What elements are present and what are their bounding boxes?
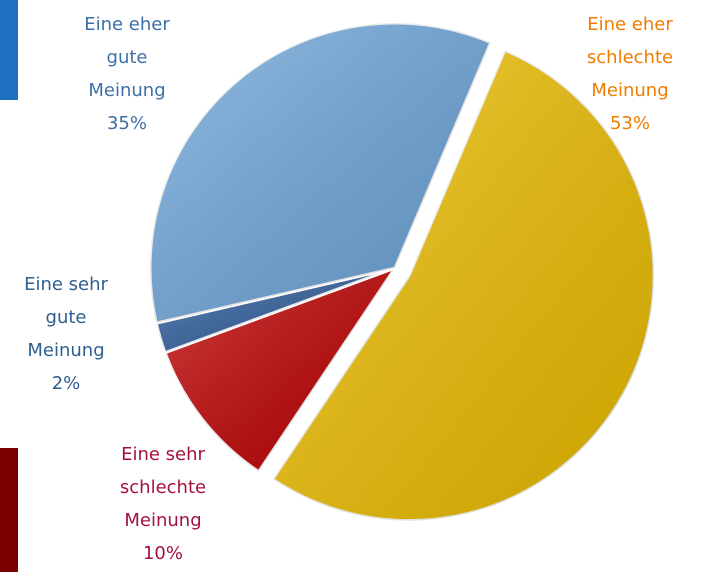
slice-label: Eine eher schlechte Meinung 53% [570, 8, 690, 140]
value-label: 2% [51, 373, 81, 394]
category-label: Eine sehr schlechte Meinung [119, 444, 207, 531]
value-label: 10% [142, 543, 183, 564]
category-label: Eine sehr gute Meinung [24, 274, 108, 361]
slice-label: Eine sehr gute Meinung 2% [6, 268, 126, 400]
decoration [0, 0, 18, 100]
value-label: 35% [106, 113, 147, 134]
category-label: Eine eher schlechte Meinung [586, 14, 674, 101]
decoration [0, 448, 18, 572]
value-label: 53% [609, 113, 650, 134]
slice-label: Eine eher gute Meinung 35% [67, 8, 187, 140]
category-label: Eine eher gute Meinung [84, 14, 170, 101]
slice-label: Eine sehr schlechte Meinung 10% [103, 438, 223, 570]
